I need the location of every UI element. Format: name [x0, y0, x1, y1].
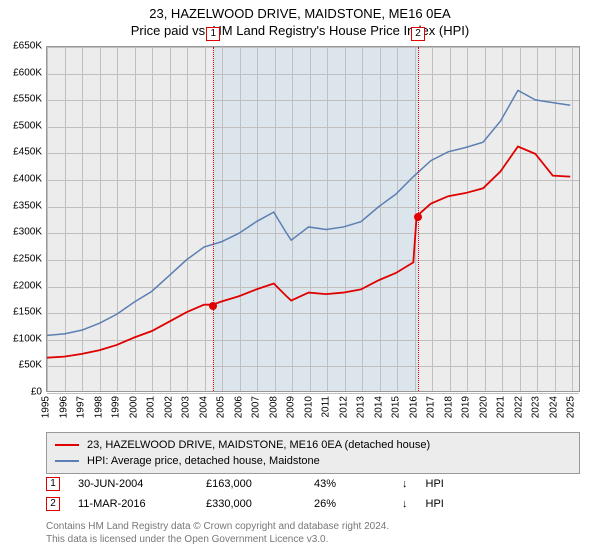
x-tick-label: 2022: [513, 396, 524, 418]
series-svg: [47, 47, 579, 391]
y-tick-label: £50K: [0, 360, 42, 371]
transaction-vline: [213, 47, 214, 391]
x-tick-label: 2024: [548, 396, 559, 418]
x-tick-label: 2001: [146, 396, 157, 418]
y-tick-label: £150K: [0, 307, 42, 318]
x-tick-label: 2019: [461, 396, 472, 418]
x-tick-label: 2025: [566, 396, 577, 418]
transaction-pct: 43%: [314, 478, 384, 490]
y-tick-label: £450K: [0, 147, 42, 158]
x-tick-label: 2010: [303, 396, 314, 418]
transaction-badge: 1: [46, 477, 60, 491]
transaction-price: £330,000: [206, 498, 296, 510]
footer-attribution: Contains HM Land Registry data © Crown c…: [46, 520, 580, 546]
legend-row-property: 23, HAZELWOOD DRIVE, MAIDSTONE, ME16 0EA…: [55, 437, 571, 453]
x-tick-label: 1999: [111, 396, 122, 418]
series-property: [47, 147, 570, 358]
x-tick-label: 2016: [408, 396, 419, 418]
x-tick-label: 2004: [198, 396, 209, 418]
footer-line: Contains HM Land Registry data © Crown c…: [46, 520, 580, 533]
y-tick-label: £400K: [0, 174, 42, 185]
down-arrow-icon: ↓: [402, 498, 408, 510]
x-tick-label: 2005: [216, 396, 227, 418]
transaction-date: 11-MAR-2016: [78, 498, 188, 510]
legend-label: HPI: Average price, detached house, Maid…: [87, 455, 320, 467]
transaction-marker: 1: [206, 27, 220, 41]
transaction-hpi-label: HPI: [426, 498, 444, 510]
x-tick-label: 2012: [338, 396, 349, 418]
down-arrow-icon: ↓: [402, 478, 408, 490]
transaction-hpi-label: HPI: [426, 478, 444, 490]
x-tick-label: 2020: [478, 396, 489, 418]
y-tick-label: £200K: [0, 280, 42, 291]
gridline-h: [47, 393, 579, 394]
x-tick-label: 2018: [443, 396, 454, 418]
y-tick-label: £0: [0, 387, 42, 398]
x-tick-label: 2000: [128, 396, 139, 418]
y-tick-label: £650K: [0, 41, 42, 52]
x-tick-label: 2023: [531, 396, 542, 418]
transaction-table: 1 30-JUN-2004 £163,000 43% ↓ HPI 2 11-MAR-2016 £…: [46, 474, 580, 514]
x-tick-label: 2017: [426, 396, 437, 418]
chart-container: 23, HAZELWOOD DRIVE, MAIDSTONE, ME16 0EA…: [0, 0, 600, 560]
y-tick-label: £550K: [0, 94, 42, 105]
x-tick-label: 1996: [58, 396, 69, 418]
x-tick-label: 2006: [233, 396, 244, 418]
x-tick-label: 2014: [373, 396, 384, 418]
title-block: 23, HAZELWOOD DRIVE, MAIDSTONE, ME16 0EA…: [0, 0, 600, 38]
transaction-row: 2 11-MAR-2016 £330,000 26% ↓ HPI: [46, 494, 580, 514]
x-tick-label: 2008: [268, 396, 279, 418]
series-hpi: [47, 90, 570, 335]
x-tick-label: 2011: [321, 396, 332, 418]
y-tick-label: £250K: [0, 253, 42, 264]
plot-area: 12: [46, 46, 580, 392]
x-tick-label: 2007: [251, 396, 262, 418]
y-tick-label: £100K: [0, 333, 42, 344]
y-tick-label: £500K: [0, 120, 42, 131]
x-tick-label: 2013: [356, 396, 367, 418]
y-tick-label: £300K: [0, 227, 42, 238]
legend-label: 23, HAZELWOOD DRIVE, MAIDSTONE, ME16 0EA…: [87, 439, 430, 451]
transaction-marker: 2: [411, 27, 425, 41]
x-tick-label: 2003: [181, 396, 192, 418]
legend-swatch: [55, 460, 79, 462]
legend: 23, HAZELWOOD DRIVE, MAIDSTONE, ME16 0EA…: [46, 432, 580, 474]
transaction-row: 1 30-JUN-2004 £163,000 43% ↓ HPI: [46, 474, 580, 494]
legend-swatch: [55, 444, 79, 446]
x-tick-label: 2002: [163, 396, 174, 418]
y-tick-label: £600K: [0, 67, 42, 78]
chart-title: 23, HAZELWOOD DRIVE, MAIDSTONE, ME16 0EA: [0, 6, 600, 21]
x-tick-label: 2021: [496, 396, 507, 418]
x-tick-label: 2009: [286, 396, 297, 418]
chart-subtitle: Price paid vs. HM Land Registry's House …: [0, 23, 600, 38]
transaction-badge: 2: [46, 497, 60, 511]
transaction-price: £163,000: [206, 478, 296, 490]
x-tick-label: 1997: [76, 396, 87, 418]
legend-row-hpi: HPI: Average price, detached house, Maid…: [55, 453, 571, 469]
transaction-dot: [414, 213, 422, 221]
transaction-date: 30-JUN-2004: [78, 478, 188, 490]
transaction-pct: 26%: [314, 498, 384, 510]
footer-line: This data is licensed under the Open Gov…: [46, 533, 580, 546]
x-tick-label: 2015: [391, 396, 402, 418]
transaction-dot: [209, 302, 217, 310]
x-tick-label: 1995: [41, 396, 52, 418]
y-tick-label: £350K: [0, 200, 42, 211]
x-tick-label: 1998: [93, 396, 104, 418]
